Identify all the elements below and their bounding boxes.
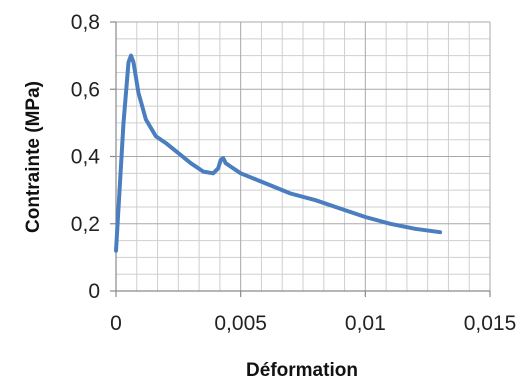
major-gridlines <box>116 21 491 291</box>
y-tick-labels: 0 0,2 0,4 0,6 0,8 <box>71 11 101 303</box>
y-tick-label: 0,2 <box>71 213 100 236</box>
axes <box>110 21 491 297</box>
y-tick-label: 0,4 <box>71 146 101 169</box>
series-group <box>114 53 443 253</box>
x-tick-label: 0,005 <box>214 312 267 335</box>
x-tick-label: 0 <box>110 312 122 335</box>
y-tick-label: 0,8 <box>71 11 100 34</box>
x-tick-label: 0,01 <box>345 312 386 335</box>
x-axis-title: Déformation <box>246 360 358 381</box>
y-tick-label: 0,6 <box>71 78 100 101</box>
stress-strain-line <box>114 53 443 253</box>
y-tick-label: 0 <box>88 280 100 303</box>
x-tick-label: 0,015 <box>464 312 517 335</box>
x-tick-labels: 0 0,005 0,01 0,015 <box>110 312 516 335</box>
y-axis-title: Contrainte (MPa) <box>23 81 44 233</box>
